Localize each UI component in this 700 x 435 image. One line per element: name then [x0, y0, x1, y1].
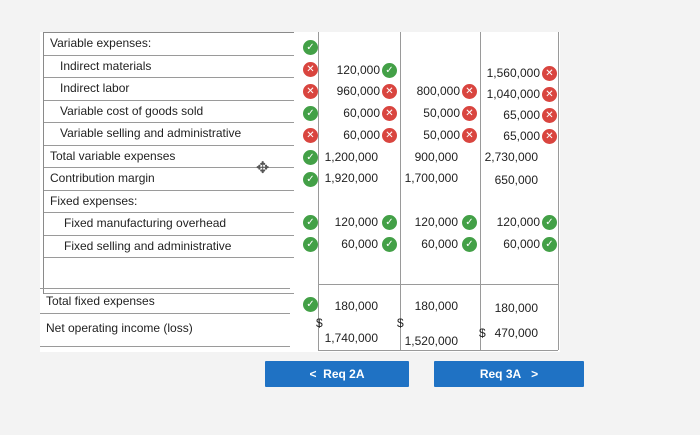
chevron-right-icon: > — [531, 367, 539, 381]
prev-req-label: Req 2A — [323, 367, 365, 381]
chevron-left-icon: < — [309, 367, 317, 381]
value-cell[interactable]: 50,000 — [423, 128, 460, 142]
value-cell[interactable]: 65,000 — [503, 108, 540, 122]
x-icon: ✕ — [542, 108, 557, 123]
move-cursor-icon: ✥ — [256, 160, 270, 177]
check-icon: ✓ — [303, 215, 318, 230]
x-icon: ✕ — [542, 66, 557, 81]
value-cell[interactable]: 470,000 — [494, 326, 538, 340]
value-cell[interactable]: 800,000 — [416, 84, 460, 98]
value-cell[interactable]: 65,000 — [503, 129, 540, 143]
check-icon: ✓ — [462, 237, 477, 252]
prev-req-button[interactable]: < Req 2A — [265, 361, 409, 387]
row-label: Variable expenses: — [44, 32, 294, 56]
x-icon: ✕ — [303, 84, 318, 99]
row-label: Variable selling and administrative — [44, 123, 294, 146]
value-cell[interactable]: 60,000 — [341, 237, 378, 251]
x-icon: ✕ — [382, 128, 397, 143]
x-icon: ✕ — [462, 106, 477, 121]
check-icon: ✓ — [542, 215, 557, 230]
row-labels: Variable expenses: Indirect materials In… — [43, 32, 294, 294]
dollar-sign: $ — [397, 316, 404, 330]
x-icon: ✕ — [303, 128, 318, 143]
dollar-sign: $ — [316, 316, 323, 330]
check-icon: ✓ — [303, 237, 318, 252]
next-req-button[interactable]: Req 3A > — [434, 361, 584, 387]
value-cell[interactable]: 60,000 — [503, 237, 540, 251]
value-cell[interactable]: 60,000 — [343, 106, 380, 120]
worksheet: Variable expenses: Indirect materials In… — [40, 32, 560, 352]
row-label: Fixed expenses: — [44, 190, 294, 213]
x-icon: ✕ — [303, 62, 318, 77]
row-label: Contribution margin — [44, 168, 294, 191]
row-label: Fixed manufacturing overhead — [44, 213, 294, 236]
check-icon: ✓ — [303, 297, 318, 312]
value-cell[interactable]: 1,700,000 — [404, 171, 458, 185]
x-icon: ✕ — [542, 129, 557, 144]
value-cell[interactable]: 2,730,000 — [484, 150, 538, 164]
row-label: Total fixed expenses — [40, 288, 290, 314]
row-label: Indirect labor — [44, 78, 294, 101]
row-label: Total variable expenses — [44, 145, 294, 168]
x-icon: ✕ — [462, 128, 477, 143]
value-cell[interactable]: 180,000 — [334, 299, 378, 313]
x-icon: ✕ — [382, 84, 397, 99]
x-icon: ✕ — [542, 87, 557, 102]
value-cell[interactable]: 120,000 — [496, 215, 540, 229]
value-cell[interactable]: 650,000 — [494, 173, 538, 187]
x-icon: ✕ — [462, 84, 477, 99]
check-icon: ✓ — [382, 215, 397, 230]
value-cell[interactable]: 1,520,000 — [404, 334, 458, 348]
value-cell[interactable]: 1,040,000 — [486, 87, 540, 101]
check-icon: ✓ — [303, 150, 318, 165]
check-icon: ✓ — [382, 237, 397, 252]
bottom-row-labels: Total fixed expenses Net operating incom… — [40, 288, 290, 347]
value-cell[interactable]: 120,000 — [414, 215, 458, 229]
value-cell[interactable]: 60,000 — [343, 128, 380, 142]
value-cell[interactable]: 120,000 — [334, 215, 378, 229]
row-label: Indirect materials — [44, 55, 294, 78]
check-icon: ✓ — [303, 40, 318, 55]
row-label: Fixed selling and administrative — [44, 235, 294, 258]
check-icon: ✓ — [462, 215, 477, 230]
value-cell[interactable]: 60,000 — [421, 237, 458, 251]
value-cell[interactable]: 960,000 — [336, 84, 380, 98]
value-cell[interactable]: 900,000 — [414, 150, 458, 164]
row-label: Net operating income (loss) — [40, 314, 290, 347]
value-cell[interactable]: 120,000 — [336, 63, 380, 77]
dollar-sign: $ — [479, 326, 486, 340]
check-icon: ✓ — [303, 106, 318, 121]
next-req-label: Req 3A — [479, 367, 522, 381]
value-cell[interactable]: 50,000 — [423, 106, 460, 120]
value-cell[interactable]: 1,560,000 — [486, 66, 540, 80]
value-cell[interactable]: 180,000 — [494, 301, 538, 315]
check-icon: ✓ — [303, 172, 318, 187]
x-icon: ✕ — [382, 106, 397, 121]
value-cell[interactable]: 1,920,000 — [324, 171, 378, 185]
check-icon: ✓ — [542, 237, 557, 252]
value-cell[interactable]: 180,000 — [414, 299, 458, 313]
value-cell[interactable]: 1,200,000 — [324, 150, 378, 164]
row-label: Variable cost of goods sold — [44, 100, 294, 123]
value-cell[interactable]: 1,740,000 — [324, 331, 378, 345]
check-icon: ✓ — [382, 63, 397, 78]
